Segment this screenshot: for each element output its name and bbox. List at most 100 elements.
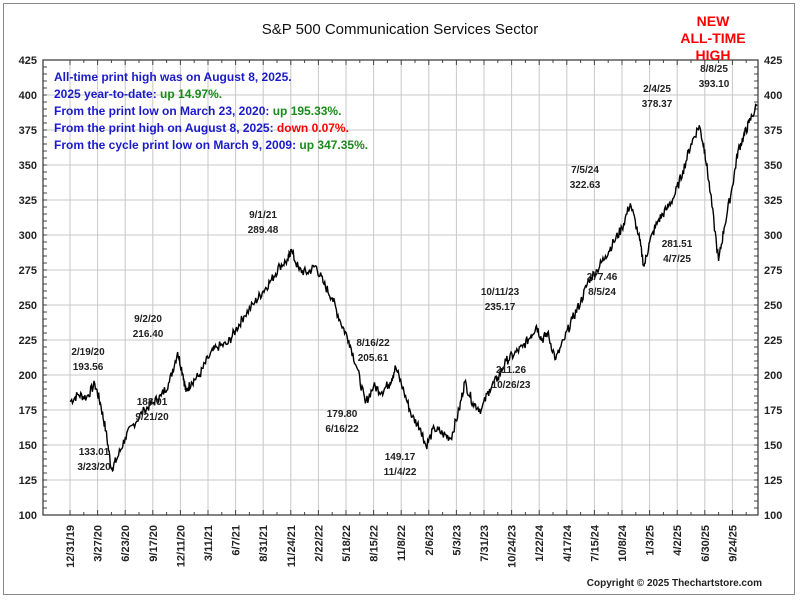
- copyright: Copyright © 2025 Thechartstore.com: [587, 578, 762, 589]
- annotation-label: 7/5/24: [571, 165, 599, 176]
- y-tick-label-right: 150: [764, 440, 782, 452]
- y-tick-label-right: 275: [764, 265, 782, 277]
- y-tick-label-left: 100: [19, 510, 37, 522]
- y-tick-label-right: 200: [764, 370, 782, 382]
- x-tick-label: 8/31/21: [258, 525, 270, 562]
- x-tick-label: 3/11/21: [203, 525, 215, 561]
- x-tick-label: 5/3/23: [451, 525, 463, 556]
- callout-text: ALL-TIME: [680, 30, 745, 46]
- annotation-label: 193.56: [73, 362, 104, 373]
- x-tick-label: 11/24/21: [286, 525, 298, 567]
- info-text: All-time print high was on August 8, 202…: [54, 70, 292, 84]
- chart-frame: [3, 3, 795, 595]
- y-tick-label-right: 350: [764, 160, 782, 172]
- info-line: All-time print high was on August 8, 202…: [54, 70, 292, 84]
- info-highlight: up 14.97%.: [160, 87, 222, 101]
- info-highlight: down 0.07%.: [277, 121, 349, 135]
- y-tick-label-right: 375: [764, 125, 782, 137]
- info-line: From the print high on August 8, 2025: d…: [54, 121, 349, 135]
- y-tick-label-left: 150: [19, 440, 37, 452]
- annotation-label: 211.26: [496, 365, 526, 376]
- y-tick-label-right: 175: [764, 405, 782, 417]
- annotation-label: 277.46: [587, 272, 618, 283]
- annotation-label: 8/16/22: [356, 338, 390, 349]
- x-tick-label: 6/23/20: [120, 525, 132, 562]
- annotation-label: 10/26/23: [492, 380, 531, 391]
- y-tick-label-left: 350: [19, 160, 37, 172]
- info-text: From the print high on August 8, 2025:: [54, 121, 277, 135]
- chart-title: S&P 500 Communication Services Sector: [262, 21, 539, 38]
- x-tick-label: 10/24/23: [507, 525, 519, 568]
- x-tick-label: 7/31/23: [479, 525, 491, 562]
- x-tick-label: 2/6/23: [424, 525, 436, 556]
- info-text: From the cycle print low on March 9, 200…: [54, 138, 299, 152]
- x-tick-label: 12/31/19: [65, 525, 77, 568]
- callout-text: HIGH: [696, 47, 731, 63]
- annotation-label: 322.63: [570, 180, 601, 191]
- x-tick-label: 7/15/24: [589, 524, 601, 562]
- info-line: 2025 year-to-date: up 14.97%.: [54, 87, 222, 101]
- annotation-label: 10/11/23: [481, 287, 520, 298]
- annotation-label: 4/7/25: [663, 254, 691, 265]
- annotation-label: 378.37: [642, 99, 673, 110]
- annotation-label: 2/4/25: [643, 84, 671, 95]
- x-tick-label: 3/27/20: [93, 525, 105, 562]
- y-tick-label-left: 300: [19, 230, 37, 242]
- y-tick-label-right: 225: [764, 335, 782, 347]
- annotations: 2/19/20 193.56 133.01 3/23/20 9/2/20 216.40 18…: [71, 64, 729, 478]
- annotation-label: 216.40: [133, 329, 164, 340]
- info-line: From the cycle print low on March 9, 200…: [54, 138, 368, 152]
- x-tick-label: 8/15/22: [369, 525, 381, 562]
- x-tick-label: 9/17/20: [148, 525, 160, 562]
- x-tick-label: 12/11/20: [175, 525, 187, 567]
- annotation-label: 3/23/20: [77, 462, 111, 473]
- x-tick-label: 4/2/25: [672, 525, 684, 556]
- x-tick-label: 11/8/22: [396, 525, 408, 561]
- x-tick-label: 6/7/21: [231, 525, 243, 556]
- y-tick-label-left: 325: [19, 195, 37, 207]
- annotation-label: 2/19/20: [71, 347, 105, 358]
- y-tick-label-left: 175: [19, 405, 37, 417]
- y-tick-label-left: 425: [19, 55, 37, 67]
- y-tick-label-left: 200: [19, 370, 37, 382]
- annotation-label: 11/4/22: [384, 467, 417, 478]
- x-tick-label: 2/22/22: [313, 525, 325, 562]
- info-box: All-time print high was on August 8, 202…: [54, 70, 368, 152]
- x-tick-label: 6/30/25: [700, 525, 712, 562]
- y-tick-label-left: 125: [19, 475, 37, 487]
- annotation-label: 133.01: [79, 447, 110, 458]
- price-line: [69, 103, 758, 473]
- annotation-label: 149.17: [385, 452, 416, 463]
- info-text: From the print low on March 23, 2020:: [54, 104, 273, 118]
- info-highlight: up 195.33%.: [273, 104, 342, 118]
- x-tick-label: 9/24/25: [727, 525, 739, 562]
- y-tick-label-right: 425: [764, 55, 782, 67]
- annotation-label: 9/1/21: [249, 210, 277, 221]
- annotation-label: 188.01: [137, 397, 168, 408]
- y-tick-label-left: 275: [19, 265, 37, 277]
- series: [69, 103, 758, 473]
- y-tick-label-right: 125: [764, 475, 782, 487]
- info-highlight: up 347.35%.: [299, 138, 368, 152]
- annotation-label: 179.80: [327, 409, 358, 420]
- annotation-label: 9/21/20: [135, 412, 169, 423]
- axes: 100 100 125 125 150 150 175 175 200 200 225 225 250 2…: [19, 55, 783, 568]
- annotation-label: 205.61: [358, 353, 389, 364]
- x-tick-label: 4/17/24: [562, 524, 574, 562]
- annotation-label: 9/2/20: [134, 314, 162, 325]
- y-tick-label-left: 375: [19, 125, 37, 137]
- x-tick-label: 1/22/24: [534, 524, 546, 562]
- callout-text: NEW: [697, 13, 730, 29]
- y-tick-label-left: 225: [19, 335, 37, 347]
- y-tick-label-right: 100: [764, 510, 782, 522]
- y-tick-label-right: 325: [764, 195, 782, 207]
- grid: [43, 60, 758, 515]
- x-tick-label: 5/18/22: [341, 525, 353, 562]
- annotation-label: 281.51: [662, 239, 693, 250]
- info-line: From the print low on March 23, 2020: up…: [54, 104, 341, 118]
- y-tick-label-right: 250: [764, 300, 782, 312]
- y-tick-label-left: 400: [19, 90, 37, 102]
- annotation-label: 393.10: [699, 79, 730, 90]
